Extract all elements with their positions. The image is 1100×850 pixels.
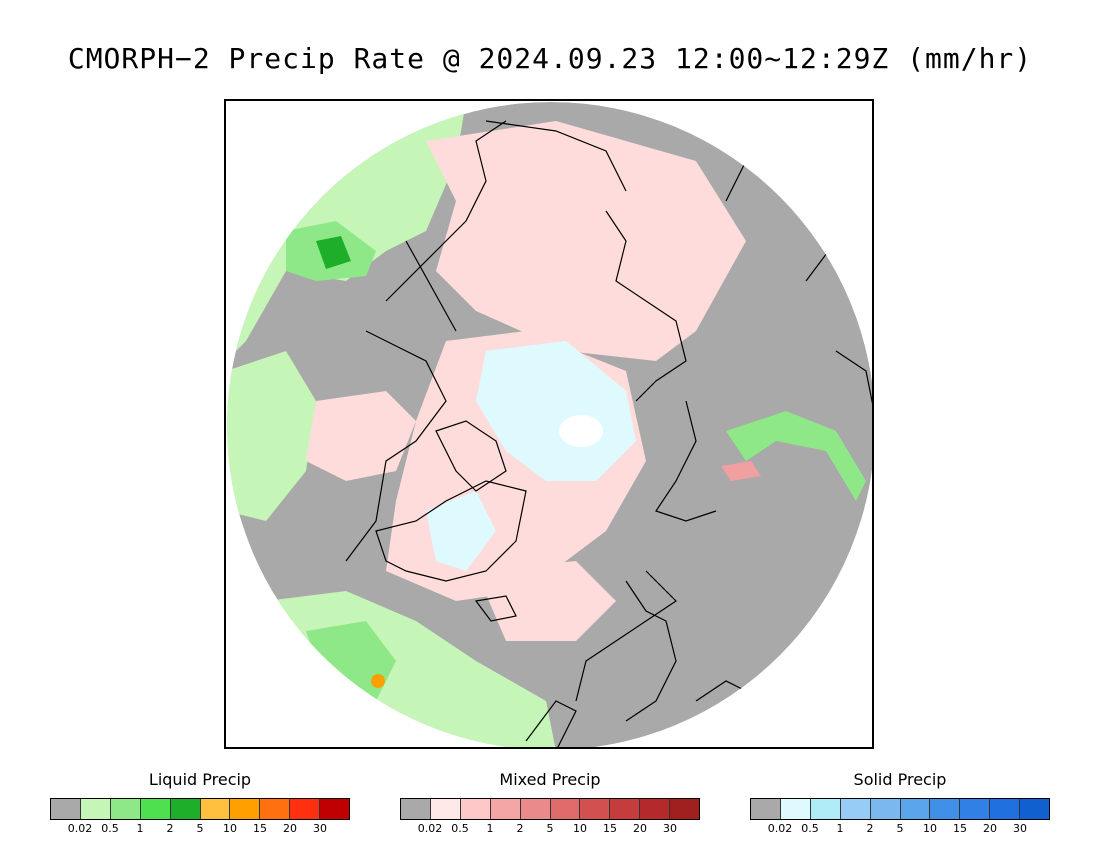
precip-liquid-east-band: [726, 411, 866, 501]
legend-swatch: [900, 799, 931, 819]
chart-title: CMORPH−2 Precip Rate @ 2024.09.23 12:00~…: [67, 42, 1033, 75]
legend-tick-label: 1: [136, 822, 144, 835]
legend-tick-label: 10: [923, 822, 937, 835]
legend-tick-label: 2: [166, 822, 174, 835]
legend-swatch: [780, 799, 811, 819]
legend-swatches: [400, 798, 700, 820]
legend-tick-label: 30: [663, 822, 677, 835]
legend-swatch: [430, 799, 461, 819]
legend-tick-label: 10: [573, 822, 587, 835]
legend-swatch: [810, 799, 841, 819]
legend-tick-label: 2: [516, 822, 524, 835]
legend-title: Solid Precip: [853, 770, 947, 789]
legend-tick-label: 20: [983, 822, 997, 835]
precip-liquid-west: [227, 351, 316, 521]
legend-tick-label: 0.02: [767, 822, 793, 835]
legend-swatch: [670, 799, 700, 819]
legend-ticks: 0.02 0.5 1 2 5 10 15 20 30: [50, 822, 350, 838]
legend-swatch: [550, 799, 581, 819]
legend-swatch: [490, 799, 521, 819]
legend-swatch: [170, 799, 201, 819]
map-frame: [224, 99, 874, 749]
legend-tick-label: 5: [896, 822, 904, 835]
legend-swatch: [610, 799, 641, 819]
legend-swatches: [750, 798, 1050, 820]
legend-tick-label: 30: [1013, 822, 1027, 835]
legend-swatch: [870, 799, 901, 819]
legend-swatch: [80, 799, 111, 819]
legend-solid: Solid Precip 0.02 0.5 1 2 5 10 15 20 30: [750, 770, 1050, 838]
legend-swatch: [140, 799, 171, 819]
legend-tick-label: 0.02: [67, 822, 93, 835]
legend-swatch: [751, 799, 781, 819]
legend-tick-label: 1: [836, 822, 844, 835]
legend-tick-label: 1: [486, 822, 494, 835]
legend-tick-label: 0.5: [451, 822, 469, 835]
legend-tick-label: 10: [223, 822, 237, 835]
legend-swatch: [200, 799, 231, 819]
legend-tick-label: 2: [866, 822, 874, 835]
legend-swatch: [51, 799, 81, 819]
legend-tick-label: 0.5: [801, 822, 819, 835]
legend-tick-label: 30: [313, 822, 327, 835]
legend-tick-label: 15: [603, 822, 617, 835]
precip-heavy-cell: [371, 674, 385, 688]
legend-swatch: [320, 799, 350, 819]
legend-swatch: [640, 799, 671, 819]
legend-tick-label: 15: [253, 822, 267, 835]
legend-tick-label: 20: [283, 822, 297, 835]
legend-swatch: [1020, 799, 1050, 819]
precip-mixed-east-spot: [721, 461, 761, 481]
legend-liquid: Liquid Precip 0.02 0.5 1 2 5 10 15 20 30: [50, 770, 350, 838]
legend-swatch: [460, 799, 491, 819]
legend-tick-label: 0.02: [417, 822, 443, 835]
legend-tick-label: 5: [196, 822, 204, 835]
legend-ticks: 0.02 0.5 1 2 5 10 15 20 30: [400, 822, 700, 838]
legend-swatch: [110, 799, 141, 819]
legend-title: Liquid Precip: [148, 770, 252, 789]
legend-title: Mixed Precip: [499, 770, 601, 789]
legend-ticks: 0.02 0.5 1 2 5 10 15 20 30: [750, 822, 1050, 838]
precip-solid-pole: [476, 341, 636, 481]
legend-swatch: [840, 799, 871, 819]
precip-liquid-nw-core: [316, 236, 351, 269]
legend-swatch: [990, 799, 1021, 819]
legend-swatch: [580, 799, 611, 819]
legend-tick-label: 0.5: [101, 822, 119, 835]
precip-solid-greenland: [426, 491, 496, 571]
legend-swatch: [520, 799, 551, 819]
legend-tick-label: 15: [953, 822, 967, 835]
legend-swatch: [230, 799, 261, 819]
legend-mixed: Mixed Precip 0.02 0.5 1 2 5 10 15 20 30: [400, 770, 700, 838]
precip-mixed-atlantic: [476, 561, 616, 641]
legend-swatch: [260, 799, 291, 819]
legend-swatch: [960, 799, 991, 819]
legend-tick-label: 20: [633, 822, 647, 835]
polar-map: [227, 102, 872, 747]
precip-mixed-west: [306, 391, 416, 481]
legend-swatch: [401, 799, 431, 819]
legend-swatch: [290, 799, 321, 819]
legend-swatch: [930, 799, 961, 819]
precip-solid-pole-core: [559, 415, 603, 447]
legend-tick-label: 5: [546, 822, 554, 835]
legend-swatches: [50, 798, 350, 820]
precip-mixed-north: [426, 121, 746, 361]
